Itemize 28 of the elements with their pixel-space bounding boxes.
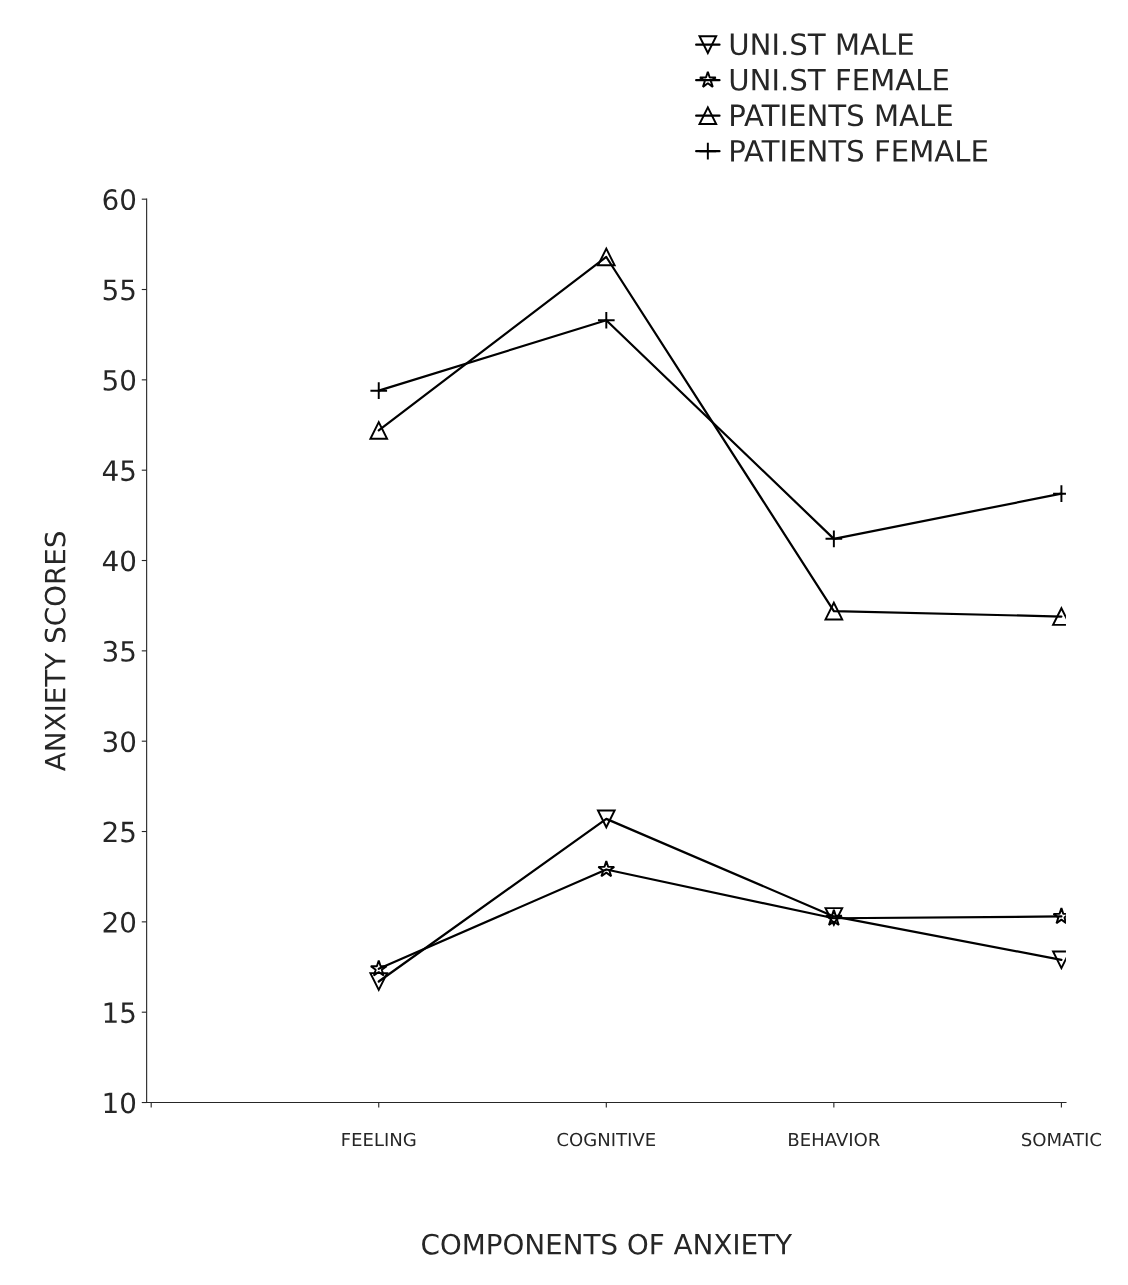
legend-label: PATIENTS MALE [731,104,952,127]
y-axis-title: ANXIETY SCORES [44,532,66,771]
y-tick-label: 40 [102,550,136,572]
x-tick-label: BEHAVIOR [789,1132,880,1147]
y-tick-label: 20 [103,911,136,933]
y-tick-label: 30 [103,731,136,753]
point [597,247,616,267]
point [597,809,616,829]
y-tick-label: 35 [103,640,135,662]
legend-label: PATIENTS FEMALE [731,139,988,162]
legend-label: UNI.ST FEMALE [730,68,949,91]
legend-label: UNI.ST MALE [730,33,913,56]
y-tick-label: 55 [103,279,135,301]
point [369,972,389,991]
y-tick-label: 25 [103,821,135,843]
y-tick-label: 15 [104,1002,135,1024]
y-tick-label: 50 [103,369,136,391]
point [597,860,616,878]
y-tick-label: 10 [104,1092,136,1114]
point [824,601,844,621]
point [369,959,388,977]
y-tick-label: 45 [102,460,135,482]
y-tick-label: 60 [103,189,136,211]
x-tick-label: FEELING [342,1132,416,1147]
point [369,421,389,440]
x-tick-label: SOMATIC [1022,1132,1102,1147]
x-axis-title: COMPONENTS OF ANXIETY [422,1233,793,1255]
x-tick-label: COGNITIVE [557,1132,656,1147]
